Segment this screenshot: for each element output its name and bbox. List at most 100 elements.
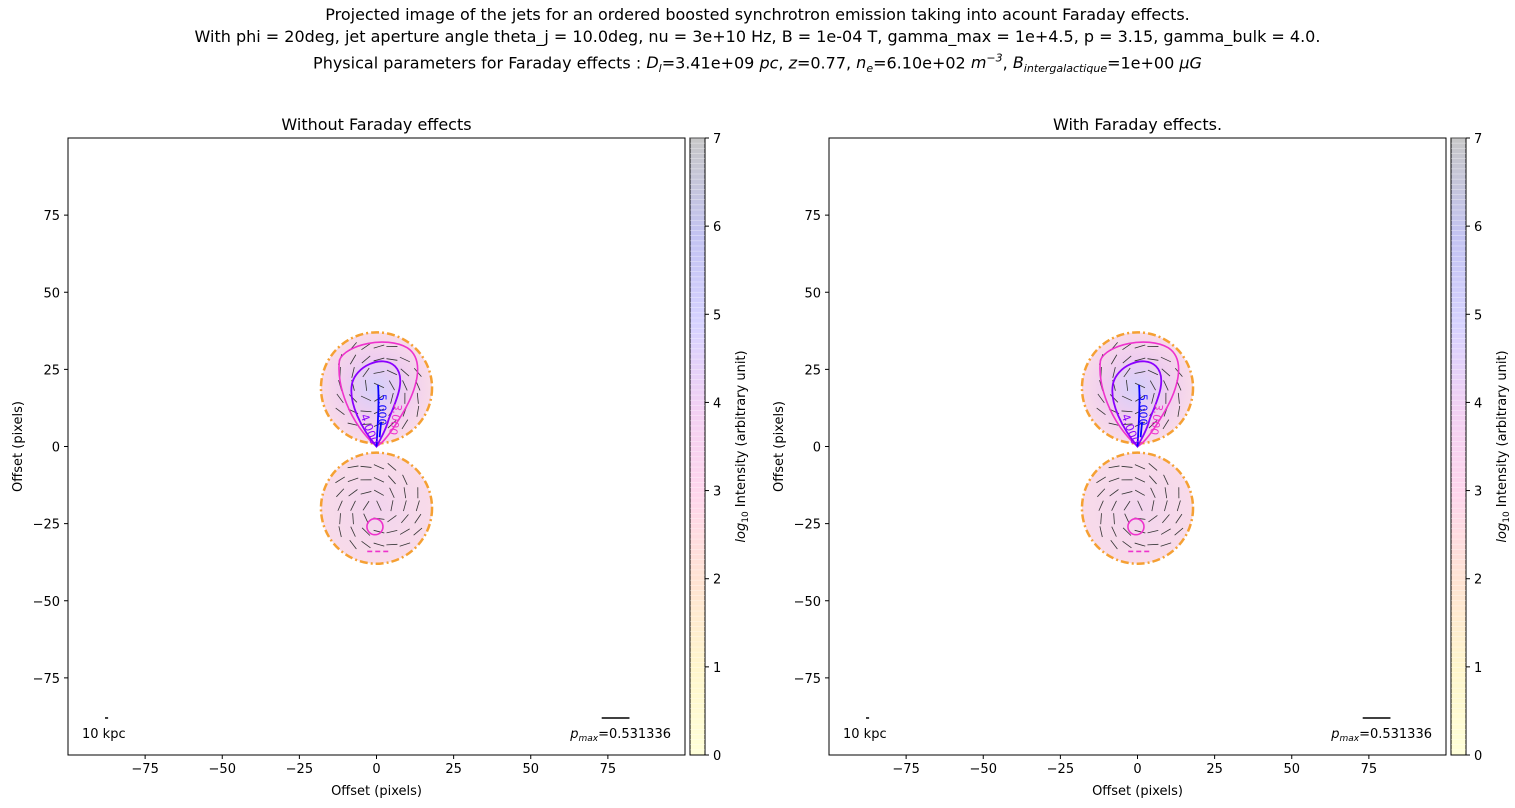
x-tick-label: 25 (445, 762, 462, 777)
scale-bar-label: 10 kpc (82, 727, 126, 742)
polarization-vector (1163, 474, 1169, 485)
outer-contour-lower (1080, 451, 1195, 565)
polarization-vector (364, 379, 368, 391)
scale-bar-label: 10 kpc (843, 727, 887, 742)
colorbar-tick-label: 6 (1474, 220, 1482, 235)
polarization-vector (352, 513, 354, 525)
polarization-vector (373, 489, 384, 496)
polarization-vector (350, 526, 356, 537)
polarization-vector (400, 368, 410, 377)
polarization-vector (399, 528, 410, 535)
polarization-vector (402, 474, 408, 485)
polarization-vector (1125, 379, 1129, 391)
polarization-vector (386, 543, 398, 546)
polarization-vector (348, 394, 358, 403)
polarization-vector (1148, 462, 1158, 471)
polarization-vector (1148, 420, 1158, 429)
x-tick-label: 75 (600, 762, 617, 777)
colorbar-tick-label: 4 (713, 396, 721, 411)
polarization-vector (414, 513, 422, 524)
polarization-vector (387, 475, 396, 485)
polarization-vector (401, 419, 409, 430)
polarization-vector (1121, 491, 1133, 495)
y-tick-label: 50 (43, 286, 60, 301)
polarization-vector (349, 539, 357, 550)
polarization-vector (1109, 394, 1119, 403)
polarization-vector (351, 367, 355, 378)
panel-title: With Faraday effects. (1053, 115, 1222, 134)
polarization-vector (1134, 357, 1146, 362)
polarization-vector (337, 500, 343, 511)
polarization-vector (1121, 410, 1133, 413)
polarization-vector (1134, 542, 1146, 547)
colorbar-tick-label: 7 (713, 132, 721, 147)
polarization-vector (1147, 543, 1159, 546)
polarization-vector (373, 477, 385, 483)
y-tick-label: −50 (33, 595, 60, 610)
polarization-vector (1121, 465, 1133, 468)
y-tick-label: −25 (794, 518, 821, 533)
polarization-vector (1121, 395, 1133, 402)
pmax-label: pmax=0.531336 (1330, 727, 1432, 744)
y-tick-label: −75 (794, 672, 821, 687)
polarization-vector (1160, 528, 1171, 535)
contour-3-lower (366, 517, 384, 536)
polarization-vector (1147, 529, 1159, 534)
x-tick-label: −75 (131, 762, 158, 777)
polarization-vector (387, 462, 397, 471)
polarization-vector (360, 491, 372, 495)
polarization-vector (361, 541, 371, 549)
polarization-vector (373, 421, 385, 427)
polarization-vector (1134, 529, 1146, 534)
colorbar-tick-label: 0 (1474, 749, 1482, 764)
polarization-vector (1177, 392, 1180, 404)
polarization-vector (349, 354, 357, 365)
colorbar-tick-label: 5 (713, 308, 721, 323)
x-tick-label: −25 (286, 762, 313, 777)
polarization-vector (1097, 488, 1106, 498)
polarization-vector (335, 407, 345, 415)
polarization-vector (335, 476, 345, 484)
polarization-vector (1174, 527, 1184, 536)
polarization-vector (1137, 500, 1143, 511)
panel-title: Without Faraday effects (281, 115, 471, 134)
polarization-vector (403, 487, 407, 499)
x-tick-label: −25 (1047, 762, 1074, 777)
polarization-vector (1151, 392, 1155, 404)
polarization-vector (1151, 500, 1155, 512)
polarization-vector (1113, 513, 1115, 525)
polarization-vector (1134, 464, 1146, 470)
colorbar-tick-label: 3 (1474, 485, 1482, 500)
polarization-vector (373, 464, 385, 470)
x-tick-label: 50 (1283, 762, 1300, 777)
colorbar-tick-label: 3 (713, 485, 721, 500)
polarization-vector (389, 487, 395, 498)
y-tick-label: 25 (804, 363, 821, 378)
polarization-vector (1122, 343, 1132, 350)
polarization-vector (376, 500, 382, 511)
y-tick-label: 0 (52, 441, 60, 456)
polarization-vector (1123, 500, 1131, 511)
polarization-vector (1148, 515, 1158, 523)
polarization-vector (1108, 477, 1120, 483)
polarization-vector (415, 500, 420, 512)
polarization-vector (1111, 500, 1117, 511)
polarization-vector (360, 395, 372, 402)
polarization-vector (1162, 419, 1170, 430)
polarization-vector (390, 500, 394, 512)
polarization-vector (1177, 405, 1181, 417)
polarization-vector (387, 420, 397, 429)
polarization-vector (1111, 526, 1117, 537)
polarization-vector (402, 380, 408, 391)
polarization-vector (1110, 539, 1118, 550)
polarization-vector (399, 542, 411, 547)
colorbar-tick-label: 4 (1474, 396, 1482, 411)
polarization-vector (386, 369, 398, 376)
colorbar-tick-label: 6 (713, 220, 721, 235)
polarization-vector (1122, 527, 1132, 536)
polarization-vector (1161, 368, 1171, 377)
polarization-vector (1110, 354, 1118, 365)
